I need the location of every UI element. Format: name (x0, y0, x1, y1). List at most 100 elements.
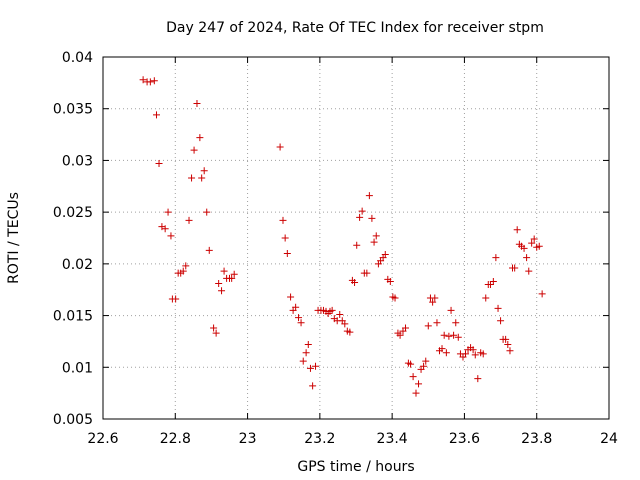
data-point (429, 298, 437, 306)
y-tick-label: 0.01 (62, 360, 93, 376)
data-point (528, 239, 536, 247)
x-tick-label: 24 (600, 431, 618, 447)
data-point (433, 319, 441, 327)
data-point (535, 242, 543, 250)
data-point (520, 244, 528, 252)
data-point (492, 254, 500, 262)
y-tick-label: 0.025 (53, 205, 93, 221)
data-point (230, 270, 238, 278)
data-point (295, 314, 303, 322)
data-point (368, 214, 376, 222)
data-point (152, 111, 160, 119)
y-tick-label: 0.02 (62, 257, 93, 273)
data-point (341, 320, 349, 328)
x-tick-label: 23 (239, 431, 257, 447)
data-point (167, 232, 175, 240)
data-point (172, 295, 180, 303)
data-point (422, 357, 430, 365)
data-point (146, 78, 154, 86)
data-point (447, 306, 455, 314)
data-point (161, 225, 169, 233)
data-point (279, 216, 287, 224)
data-point (474, 375, 482, 383)
data-point (220, 267, 228, 275)
data-point (205, 246, 213, 254)
data-point (346, 328, 354, 336)
data-point (287, 293, 295, 301)
data-point (304, 341, 312, 349)
data-point (276, 143, 284, 151)
data-point (358, 207, 366, 215)
x-axis-label: GPS time / hours (297, 459, 414, 475)
data-point (486, 281, 494, 289)
data-point (386, 277, 394, 285)
data-point (210, 324, 218, 332)
data-point (409, 373, 417, 381)
chart-title: Day 247 of 2024, Rate Of TEC Index for r… (166, 20, 544, 36)
data-point (497, 317, 505, 325)
data-point (212, 329, 220, 337)
data-point (365, 192, 373, 200)
data-point (309, 382, 317, 390)
data-point (494, 304, 502, 312)
data-point (306, 364, 314, 372)
plot-frame (102, 56, 610, 420)
data-point (482, 294, 490, 302)
x-tick-label: 22.6 (87, 431, 118, 447)
data-point (504, 341, 512, 349)
data-point (203, 208, 211, 216)
y-tick-label: 0.04 (62, 50, 93, 66)
data-point (452, 319, 460, 327)
x-tick-label: 23.4 (377, 431, 408, 447)
data-point (445, 332, 453, 340)
axis-ticks: 22.6 22.8 23 23.2 23.4 23.6 23.8 24 0.005 0.01 0.0… (53, 50, 618, 447)
data-point (471, 351, 479, 359)
data-point (351, 278, 359, 286)
data-point (353, 241, 361, 249)
data-point (356, 213, 364, 221)
data-point (440, 331, 448, 339)
y-tick-label: 0.035 (53, 102, 93, 118)
data-point (450, 331, 458, 339)
y-tick-label: 0.005 (53, 412, 93, 428)
x-tick-label: 23.8 (521, 431, 552, 447)
data-point (391, 294, 399, 302)
data-point (538, 290, 546, 298)
data-point (372, 232, 380, 240)
data-point (297, 319, 305, 327)
data-point (198, 174, 206, 182)
data-point (402, 324, 410, 332)
x-tick-label: 23.2 (304, 431, 335, 447)
data-point (196, 134, 204, 142)
y-axis-label: ROTI / TECUs (6, 192, 22, 284)
data-point (363, 269, 371, 277)
y-tick-label: 0.03 (62, 153, 93, 169)
y-tick-label: 0.015 (53, 309, 93, 325)
data-point (281, 234, 289, 242)
data-point (328, 306, 336, 314)
data-point (506, 347, 514, 355)
data-point (150, 77, 158, 85)
data-point (188, 174, 196, 182)
data-point (469, 346, 477, 354)
x-tick-label: 23.6 (449, 431, 480, 447)
data-point (525, 267, 533, 275)
data-points (139, 76, 546, 397)
data-point (179, 267, 187, 275)
data-point (462, 350, 470, 358)
data-point (370, 238, 378, 246)
data-point (502, 335, 510, 343)
data-point (511, 264, 519, 272)
data-point (412, 389, 420, 397)
data-point (489, 277, 497, 285)
data-point (218, 287, 226, 295)
data-point (479, 350, 487, 358)
data-point (228, 274, 236, 282)
data-point (190, 146, 198, 154)
data-point (299, 357, 307, 365)
data-point (336, 311, 344, 319)
data-point (438, 345, 446, 353)
data-point (215, 280, 223, 288)
data-point (513, 226, 521, 234)
x-tick-label: 22.8 (160, 431, 191, 447)
